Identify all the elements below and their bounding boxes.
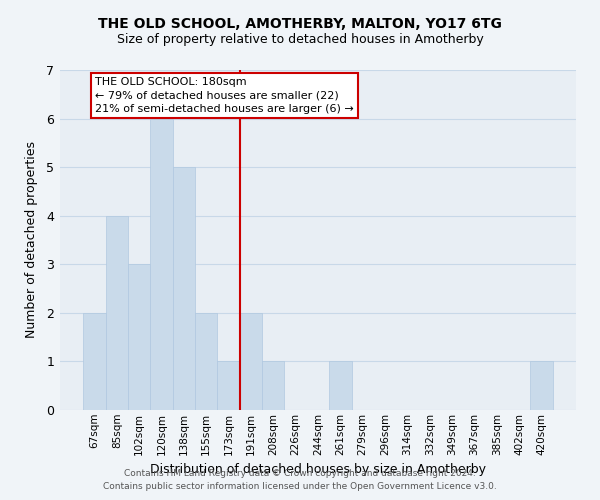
Bar: [128, 264, 151, 410]
Bar: [329, 362, 352, 410]
Bar: [262, 362, 284, 410]
Text: THE OLD SCHOOL, AMOTHERBY, MALTON, YO17 6TG: THE OLD SCHOOL, AMOTHERBY, MALTON, YO17 …: [98, 18, 502, 32]
Bar: [151, 118, 173, 410]
Text: Size of property relative to detached houses in Amotherby: Size of property relative to detached ho…: [116, 32, 484, 46]
Y-axis label: Number of detached properties: Number of detached properties: [25, 142, 38, 338]
Bar: [83, 313, 106, 410]
Text: Contains public sector information licensed under the Open Government Licence v3: Contains public sector information licen…: [103, 482, 497, 491]
Text: THE OLD SCHOOL: 180sqm
← 79% of detached houses are smaller (22)
21% of semi-det: THE OLD SCHOOL: 180sqm ← 79% of detached…: [95, 78, 354, 114]
Bar: [173, 167, 195, 410]
Bar: [240, 313, 262, 410]
X-axis label: Distribution of detached houses by size in Amotherby: Distribution of detached houses by size …: [150, 463, 486, 476]
Bar: [106, 216, 128, 410]
Bar: [530, 362, 553, 410]
Bar: [217, 362, 240, 410]
Bar: [195, 313, 217, 410]
Text: Contains HM Land Registry data © Crown copyright and database right 2024.: Contains HM Land Registry data © Crown c…: [124, 468, 476, 477]
